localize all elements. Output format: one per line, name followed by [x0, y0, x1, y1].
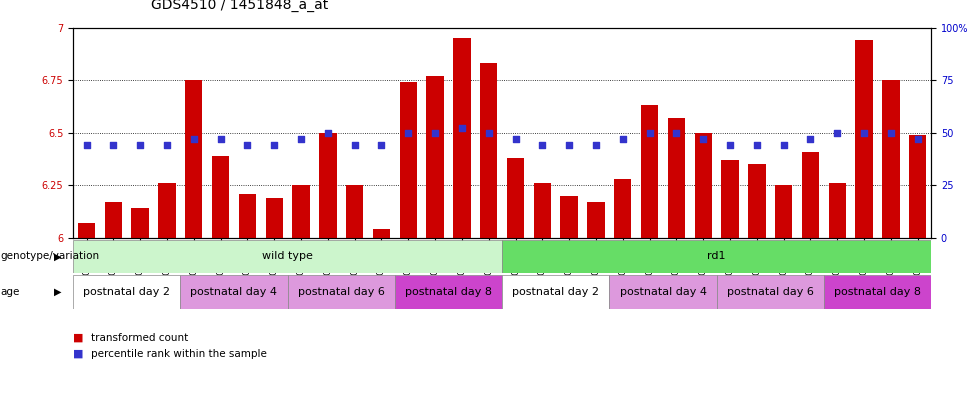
Point: [588, 142, 604, 149]
Point: [615, 136, 631, 142]
Bar: [533, 183, 551, 238]
Bar: [212, 156, 229, 238]
Text: GDS4510 / 1451848_a_at: GDS4510 / 1451848_a_at: [151, 0, 329, 12]
Point: [213, 136, 228, 142]
Bar: [185, 80, 203, 238]
Point: [105, 142, 121, 149]
Bar: [668, 118, 685, 238]
Bar: [265, 198, 283, 238]
Text: postnatal day 8: postnatal day 8: [405, 287, 492, 297]
Text: postnatal day 2: postnatal day 2: [512, 287, 600, 297]
Bar: [400, 82, 417, 238]
Point: [133, 142, 148, 149]
Bar: [502, 240, 931, 273]
Bar: [104, 202, 122, 238]
Bar: [882, 80, 900, 238]
Point: [562, 142, 577, 149]
Bar: [132, 208, 149, 238]
Point: [802, 136, 818, 142]
Text: postnatal day 6: postnatal day 6: [726, 287, 814, 297]
Text: ■: ■: [73, 349, 87, 359]
Bar: [748, 164, 765, 238]
Bar: [78, 223, 96, 238]
Bar: [395, 275, 502, 309]
Bar: [609, 275, 717, 309]
Point: [186, 136, 202, 142]
Text: postnatal day 2: postnatal day 2: [83, 287, 171, 297]
Bar: [801, 152, 819, 238]
Bar: [824, 275, 931, 309]
Text: postnatal day 4: postnatal day 4: [619, 287, 707, 297]
Bar: [158, 183, 176, 238]
Text: rd1: rd1: [708, 252, 725, 261]
Point: [776, 142, 792, 149]
Point: [722, 142, 738, 149]
Text: transformed count: transformed count: [91, 333, 188, 343]
Bar: [292, 185, 310, 238]
Point: [159, 142, 175, 149]
Point: [642, 129, 657, 136]
Bar: [180, 275, 288, 309]
Point: [830, 129, 845, 136]
Point: [293, 136, 309, 142]
Bar: [502, 275, 609, 309]
Bar: [453, 38, 471, 238]
Bar: [909, 135, 926, 238]
Bar: [73, 240, 502, 273]
Bar: [507, 158, 525, 238]
Point: [79, 142, 95, 149]
Bar: [372, 230, 390, 238]
Point: [883, 129, 899, 136]
Bar: [641, 105, 658, 238]
Bar: [480, 63, 497, 238]
Point: [320, 129, 335, 136]
Bar: [614, 179, 632, 238]
Point: [534, 142, 550, 149]
Point: [454, 125, 470, 132]
Bar: [561, 196, 578, 238]
Point: [669, 129, 684, 136]
Bar: [855, 40, 873, 238]
Point: [695, 136, 711, 142]
Text: percentile rank within the sample: percentile rank within the sample: [91, 349, 266, 359]
Point: [240, 142, 255, 149]
Bar: [717, 275, 824, 309]
Text: postnatal day 6: postnatal day 6: [297, 287, 385, 297]
Text: postnatal day 8: postnatal day 8: [834, 287, 921, 297]
Text: genotype/variation: genotype/variation: [0, 252, 99, 261]
Text: ▶: ▶: [54, 252, 61, 261]
Bar: [239, 194, 256, 238]
Point: [401, 129, 416, 136]
Point: [266, 142, 282, 149]
Bar: [319, 132, 336, 238]
Bar: [426, 76, 444, 238]
Bar: [722, 160, 739, 238]
Text: age: age: [0, 287, 20, 297]
Text: ▶: ▶: [54, 287, 61, 297]
Bar: [288, 275, 395, 309]
Point: [508, 136, 524, 142]
Point: [910, 136, 925, 142]
Bar: [346, 185, 364, 238]
Text: ■: ■: [73, 333, 87, 343]
Bar: [587, 202, 604, 238]
Point: [373, 142, 389, 149]
Bar: [694, 132, 712, 238]
Bar: [73, 275, 180, 309]
Point: [427, 129, 443, 136]
Bar: [829, 183, 846, 238]
Point: [481, 129, 496, 136]
Text: postnatal day 4: postnatal day 4: [190, 287, 278, 297]
Point: [347, 142, 363, 149]
Point: [749, 142, 764, 149]
Point: [856, 129, 872, 136]
Bar: [775, 185, 793, 238]
Text: wild type: wild type: [262, 252, 313, 261]
